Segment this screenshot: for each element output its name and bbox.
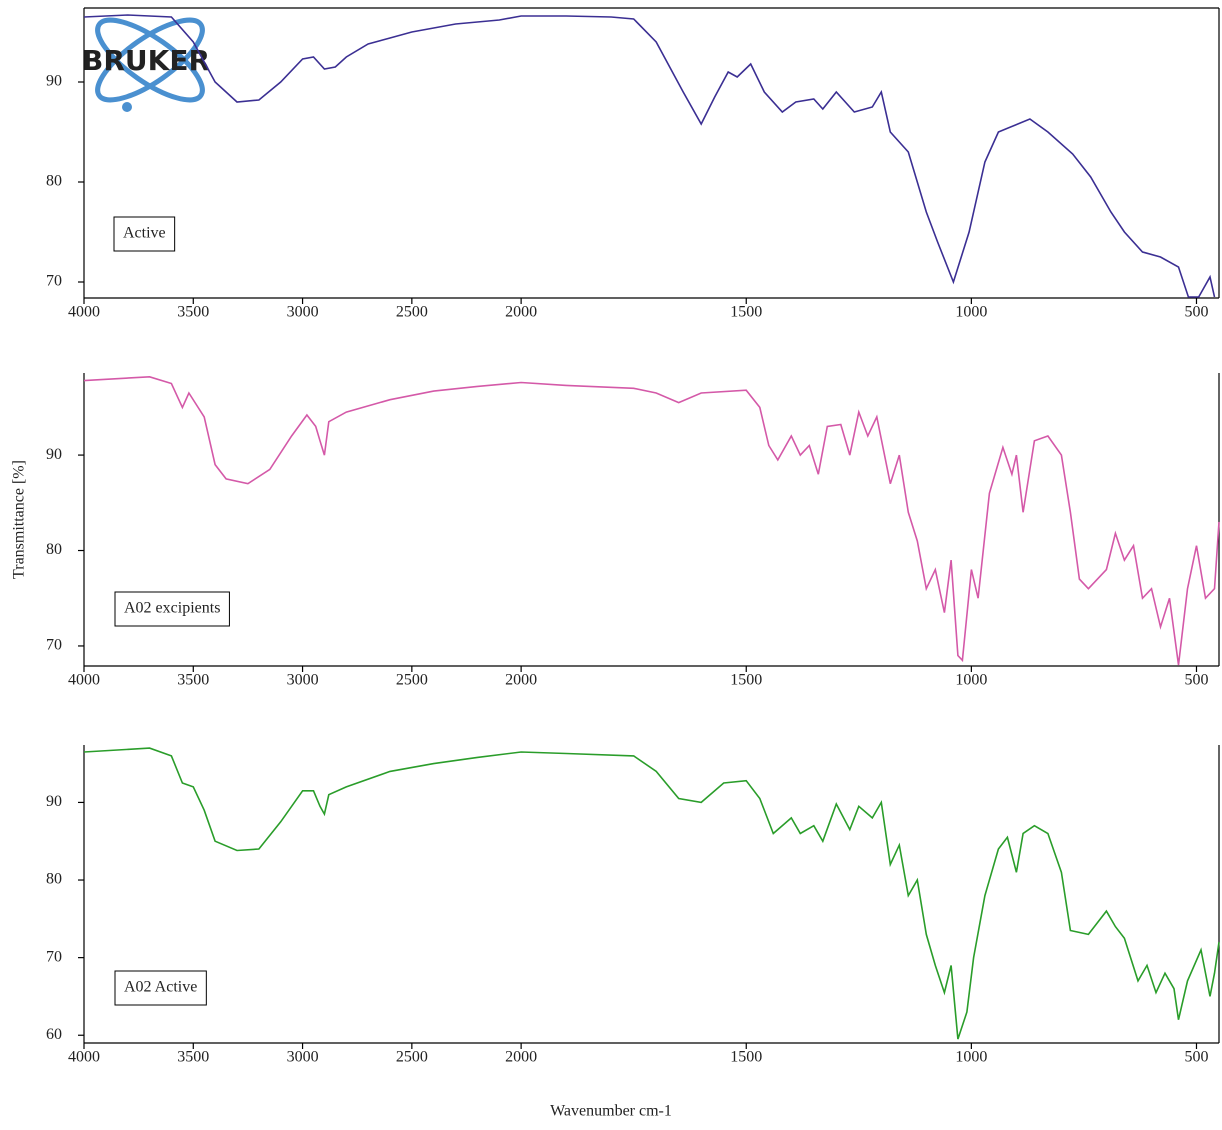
x-tick-label: 1500	[730, 672, 762, 689]
x-tick-label: 4000	[68, 672, 100, 689]
x-tick-label: 3500	[177, 1049, 209, 1066]
series-label: A02 Active	[114, 970, 207, 1006]
y-tick-label: 60	[46, 1026, 62, 1043]
x-tick-label: 1500	[730, 1049, 762, 1066]
logo-orbit	[95, 17, 205, 103]
series-label: A02 excipients	[114, 591, 230, 627]
x-tick-label: 3500	[177, 304, 209, 321]
logo-text: BRUKER	[82, 44, 210, 77]
label-box	[114, 591, 230, 627]
series-label: Active	[113, 216, 176, 252]
x-tick-label: 2500	[396, 304, 428, 321]
logo-orbit	[95, 17, 205, 103]
y-tick-label: 70	[46, 948, 62, 965]
x-tick-label: 2000	[505, 304, 537, 321]
x-tick-label: 3000	[287, 672, 319, 689]
y-tick-label: 80	[46, 541, 62, 558]
y-tick-label: 90	[46, 793, 62, 810]
x-tick-label: 3000	[287, 1049, 319, 1066]
y-tick-label: 90	[46, 446, 62, 463]
x-tick-label: 3500	[177, 672, 209, 689]
x-tick-label: 2000	[505, 672, 537, 689]
x-axis-label: Wavenumber cm-1	[550, 1103, 672, 1120]
logo-dot	[122, 102, 132, 112]
x-tick-label: 4000	[68, 1049, 100, 1066]
y-tick-label: 70	[46, 637, 62, 654]
y-tick-label: 80	[46, 173, 62, 190]
x-tick-label: 1000	[955, 1049, 987, 1066]
label-box	[113, 216, 176, 252]
spectrum-line	[83, 14, 1216, 298]
x-tick-label: 3000	[287, 304, 319, 321]
y-axis-label: Transmittance [%]	[11, 460, 28, 579]
x-tick-label: 1500	[730, 304, 762, 321]
x-tick-label: 2000	[505, 1049, 537, 1066]
x-tick-label: 500	[1184, 672, 1208, 689]
x-tick-label: 4000	[68, 304, 100, 321]
logo: BRUKER	[82, 17, 210, 112]
x-tick-label: 1000	[955, 304, 987, 321]
series-label-text: A02 Active	[124, 979, 197, 996]
x-tick-label: 500	[1184, 304, 1208, 321]
x-tick-label: 1000	[955, 672, 987, 689]
spectrum-line	[83, 375, 1220, 666]
label-box	[114, 970, 207, 1006]
y-tick-label: 90	[46, 73, 62, 90]
x-tick-label: 500	[1184, 1049, 1208, 1066]
x-tick-label: 2500	[396, 672, 428, 689]
y-tick-label: 80	[46, 871, 62, 888]
spectrum-line	[83, 747, 1220, 1040]
series-label-text: A02 excipients	[124, 600, 220, 617]
series-label-text: Active	[123, 225, 166, 242]
x-tick-label: 2500	[396, 1049, 428, 1066]
y-tick-label: 70	[46, 273, 62, 290]
